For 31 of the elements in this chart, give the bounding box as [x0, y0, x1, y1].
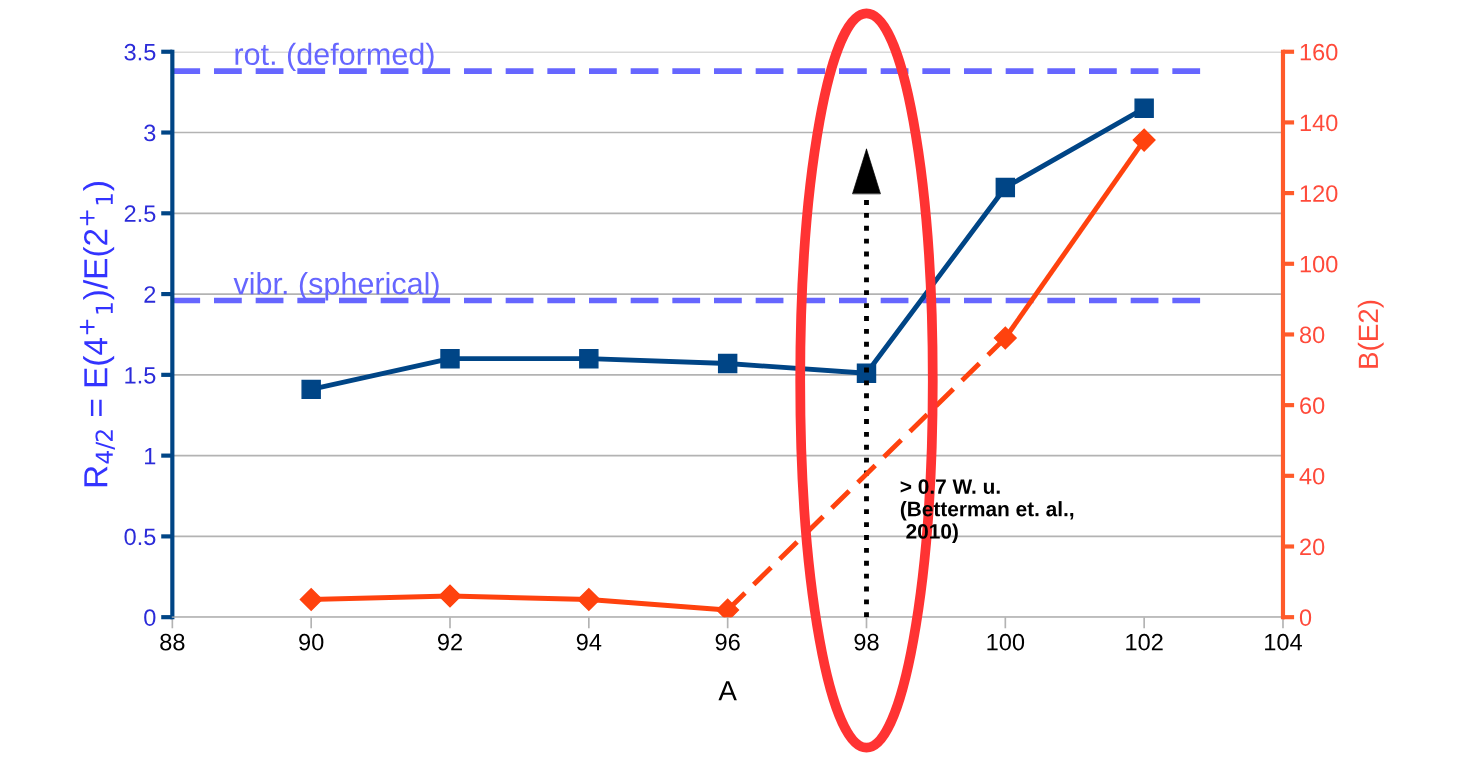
y-tick-label: 3 — [144, 124, 156, 142]
x-tick-label: 98 — [854, 633, 879, 651]
y2-tick-label: 80 — [1299, 326, 1325, 344]
y2-tick-label: 120 — [1300, 185, 1338, 202]
y2-tick-label: 140 — [1300, 114, 1338, 132]
y-tick-label: 2.5 — [124, 205, 156, 223]
x-tick-label: 104 — [1265, 633, 1302, 651]
y-tick-label: 1 — [145, 447, 156, 465]
y2-tick-label: 40 — [1299, 467, 1325, 485]
y2-tick-label: 160 — [1300, 43, 1338, 61]
y-tick-label: 0 — [144, 609, 156, 626]
y-tick-label: 2 — [144, 286, 156, 303]
x-tick-label: 100 — [987, 633, 1025, 651]
x-tick-label: 102 — [1126, 633, 1163, 651]
x-tick-label: 88 — [160, 633, 185, 651]
y2-axis-title: B(E2) — [1357, 300, 1384, 368]
x-tick-label: 94 — [576, 633, 602, 651]
y2-tick-label: 60 — [1300, 397, 1325, 414]
text: R$_{4/2}$ = E(4$^{+}$$_{1}$)/E(2$^{+}$$_{1}$) — [79, 182, 115, 487]
y-tick-label: 3.5 — [124, 43, 156, 61]
x-tick-label: 96 — [715, 633, 740, 651]
y2-tick-label: 0 — [1299, 609, 1312, 626]
x-axis-title: A — [718, 681, 737, 701]
ref-line-label: vibr. (spherical) — [233, 272, 439, 301]
x-tick-label: 90 — [299, 633, 324, 651]
y-tick-label: 0.5 — [124, 528, 156, 546]
y2-tick-label: 20 — [1300, 538, 1325, 556]
ref-line-label: rot. (deformed) — [235, 42, 434, 72]
x-tick-label: 92 — [437, 633, 462, 651]
y-tick-label: 1.5 — [125, 367, 156, 384]
y2-tick-label: 100 — [1300, 255, 1338, 273]
